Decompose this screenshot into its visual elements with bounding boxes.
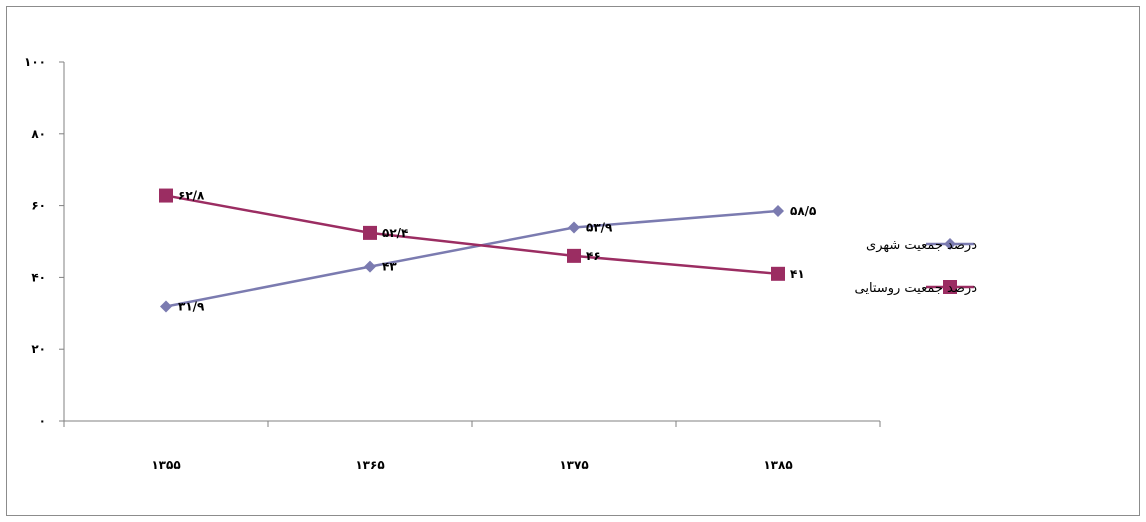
legend-label: درصد جمعیت شهری <box>866 238 977 253</box>
data-label: ۳۱/۹ <box>178 299 205 313</box>
data-point-diamond <box>772 204 784 217</box>
data-point-diamond <box>364 260 376 273</box>
data-point-square <box>567 248 581 263</box>
x-tick-label: ۱۳۶۵ <box>355 458 384 472</box>
series-line <box>165 194 779 276</box>
data-label: ۵۳/۹ <box>586 220 613 234</box>
data-label: ۶۲/۸ <box>178 189 205 203</box>
x-tick-label: ۱۳۸۵ <box>763 458 792 472</box>
y-tick-label: ۶۰ <box>31 199 46 213</box>
chart-axes: ۰ ۲۰ ۴۰ ۶۰ ۸۰ ۱۰۰ ۱۳۵۵ ۱۳۶۵ ۱۳۷۵ ۱۳۸۵ <box>24 55 881 472</box>
legend-marker-diamond <box>944 238 956 250</box>
legend-item-1: درصد جمعیت شهری <box>866 238 977 253</box>
data-label: ۵۲/۴ <box>382 226 408 240</box>
y-tick-label: ۴۰ <box>31 270 46 284</box>
chart-legend: درصد جمعیت شهری درصد جمعیت روستایی <box>855 238 978 296</box>
series-1: ۳۱/۹ ۴۳ ۵۳/۹ ۵۸/۵ <box>160 204 816 313</box>
y-tick-label: ۱۰۰ <box>24 55 46 69</box>
y-tick-label: ۲۰ <box>31 342 46 356</box>
data-label: ۴۶ <box>586 249 601 263</box>
legend-label: درصد جمعیت روستایی <box>855 281 978 296</box>
data-point-diamond <box>160 300 172 313</box>
legend-item-2: درصد جمعیت روستایی <box>855 280 978 296</box>
data-point-square <box>363 225 377 240</box>
y-tick-label: ۸۰ <box>31 127 46 141</box>
data-label: ۴۱ <box>790 267 805 281</box>
data-label: ۴۳ <box>382 260 397 274</box>
series-layer: ۳۱/۹ ۴۳ ۵۳/۹ ۵۸/۵ ۶۲/۸ ۵۲/۴ ۴۶ ۴۱ <box>159 188 816 313</box>
data-label: ۵۸/۵ <box>790 204 816 218</box>
legend-marker-square <box>943 280 957 294</box>
data-point-square <box>771 266 785 281</box>
series-line <box>165 209 779 308</box>
x-tick-label: ۱۳۵۵ <box>151 458 180 472</box>
data-point-diamond <box>568 221 580 234</box>
x-tick-label: ۱۳۷۵ <box>559 458 588 472</box>
data-point-square <box>159 188 173 203</box>
series-2: ۶۲/۸ ۵۲/۴ ۴۶ ۴۱ <box>159 188 805 281</box>
y-tick-label: ۰ <box>39 414 46 428</box>
